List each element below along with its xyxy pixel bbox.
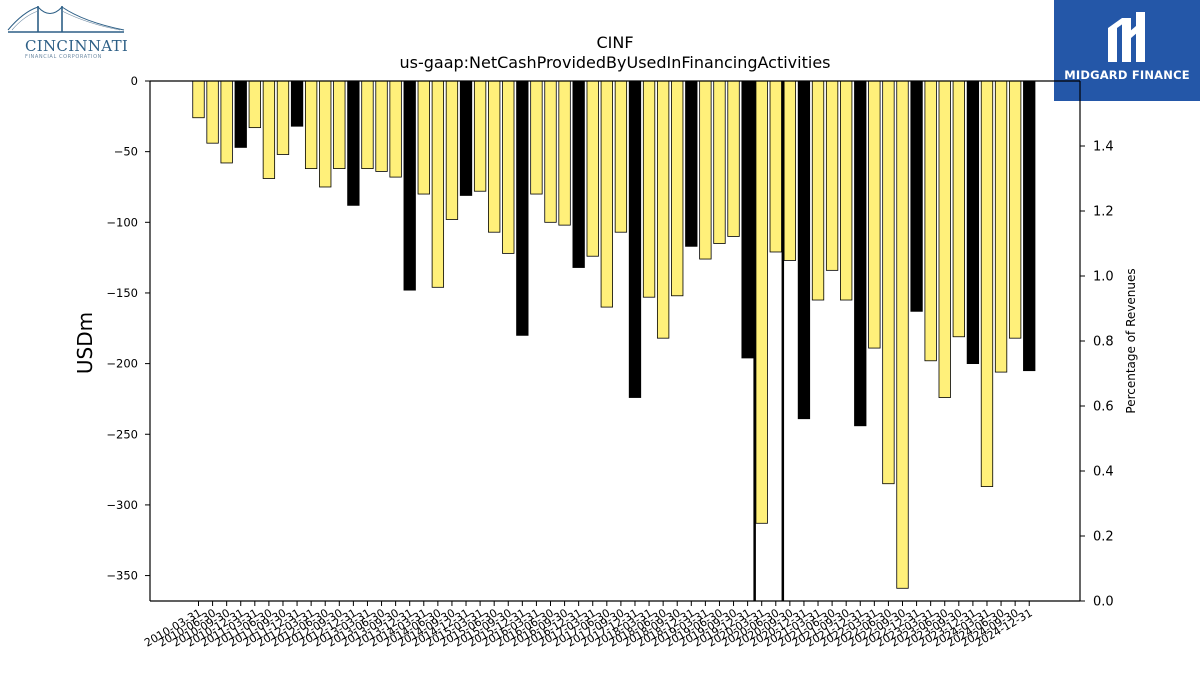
bar-2019-03-31: [699, 80, 712, 260]
bar-2010-12-31: [234, 80, 247, 148]
bar-2018-06-30: [656, 80, 670, 339]
bar-2020-06-30: [769, 80, 782, 253]
y2-tick-label: 0.4: [1093, 465, 1114, 480]
bar-2014-03-31: [417, 80, 430, 195]
bar-2022-12-31: [910, 80, 923, 312]
bar-2011-06-30: [262, 80, 276, 179]
bar-2017-06-30: [600, 80, 613, 308]
y2-tick-label: 1.2: [1093, 205, 1114, 220]
bar-2015-03-31: [473, 80, 487, 192]
y2-axis-label: Percentage of Revenues: [1124, 268, 1138, 413]
x-axis: 2010-03-312010-06-302010-09-302010-12-31…: [142, 600, 1080, 650]
bar-2024-06-30: [994, 80, 1008, 373]
bar-2018-09-30: [671, 80, 684, 297]
bar-2016-12-31: [572, 80, 585, 268]
bar-2016-06-30: [544, 80, 557, 223]
bar-2019-09-30: [727, 80, 740, 237]
cincinnati-brand-text: CINCINNATI: [25, 37, 129, 55]
chart-title: CINF: [596, 33, 633, 52]
bar-2010-03-31: [192, 80, 205, 119]
bar-2016-03-31: [530, 80, 543, 195]
chart-subtitle: us-gaap:NetCashProvidedByUsedInFinancing…: [399, 53, 830, 72]
y2-tick-label: 0.2: [1093, 530, 1114, 545]
bar-2022-09-30: [896, 80, 909, 589]
midgard-finance-logo: MIDGARD FINANCE: [1054, 0, 1200, 101]
bar-2023-06-30: [938, 80, 951, 398]
y-axis-right: 0.0 0.2 0.4 0.6 0.8 1.0 1.2 1.4: [1079, 81, 1114, 610]
bar-2024-03-31: [980, 80, 994, 487]
bar-2021-06-30: [825, 80, 839, 271]
bar-2023-12-31: [966, 80, 980, 365]
y-tick-label: −50: [114, 145, 138, 159]
bar-2020-12-31: [797, 80, 811, 420]
y2-tick-label: 1.0: [1093, 270, 1114, 285]
bar-2013-09-30: [389, 80, 402, 178]
y2-tick-label: 0.0: [1093, 595, 1114, 610]
bar-2020-09-30: [783, 80, 797, 261]
bar-2019-06-30: [713, 80, 726, 244]
bar-2011-09-30: [276, 80, 290, 155]
bar-2021-12-31: [854, 80, 867, 427]
bar-2015-09-30: [502, 80, 515, 254]
bar-2011-03-31: [248, 80, 261, 129]
bar-2022-06-30: [882, 80, 895, 485]
bar-2023-03-31: [924, 80, 937, 362]
y-tick-label: −150: [106, 286, 138, 300]
bars-group: [192, 80, 1036, 589]
bar-2012-12-31: [347, 80, 360, 206]
bar-2017-09-30: [614, 80, 628, 233]
y-tick-label: −350: [106, 569, 138, 583]
bar-2024-12-31: [1023, 80, 1036, 372]
bar-2017-03-31: [586, 80, 599, 257]
y-tick-label: −100: [106, 215, 138, 229]
bar-2012-03-31: [304, 80, 318, 170]
bar-2018-03-31: [642, 80, 656, 298]
bar-2011-12-31: [290, 80, 304, 127]
midgard-brand-text: MIDGARD FINANCE: [1064, 68, 1190, 82]
y-tick-label: −300: [106, 498, 138, 512]
bridge-icon: [7, 6, 125, 33]
y-tick-label: −200: [106, 357, 138, 371]
bar-2019-12-31: [741, 80, 754, 359]
bar-2017-12-31: [628, 80, 642, 398]
vertical-markers: [753, 81, 785, 601]
bar-2016-09-30: [558, 80, 571, 226]
midgard-emblem-icon: [1108, 12, 1145, 62]
bar-2021-09-30: [840, 80, 853, 301]
bar-2018-12-31: [685, 80, 698, 247]
y-tick-label: −250: [106, 427, 138, 441]
bar-2015-06-30: [488, 80, 501, 233]
bar-2015-12-31: [516, 80, 529, 336]
bar-2021-03-31: [811, 80, 825, 301]
bar-2013-03-31: [361, 80, 374, 170]
bar-2010-06-30: [206, 80, 219, 144]
bar-2012-09-30: [333, 80, 346, 170]
y-tick-label: 0: [131, 74, 138, 88]
bar-2014-09-30: [445, 80, 459, 220]
y2-tick-label: 0.6: [1093, 400, 1114, 415]
bar-2020-03-31: [755, 80, 768, 524]
bar-2013-06-30: [375, 80, 388, 172]
y-axis-left: 0 −50 −100 −150 −200 −250 −300 −350: [106, 74, 1080, 601]
bar-2013-12-31: [403, 80, 416, 291]
y-axis-label: USDm: [73, 312, 97, 374]
bar-2022-03-31: [868, 80, 881, 349]
bar-2023-09-30: [952, 80, 965, 338]
y2-tick-label: 0.8: [1093, 335, 1114, 350]
cincinnati-financial-logo: CINCINNATI FINANCIAL CORPORATION: [4, 2, 128, 60]
cincinnati-brand-subtext: FINANCIAL CORPORATION: [25, 54, 102, 60]
y2-tick-label: 1.4: [1093, 140, 1114, 155]
bar-2010-09-30: [220, 80, 233, 164]
bar-2014-06-30: [431, 80, 445, 288]
bar-2012-06-30: [319, 80, 332, 188]
bar-2024-09-30: [1008, 80, 1022, 339]
bar-2014-12-31: [459, 80, 473, 196]
